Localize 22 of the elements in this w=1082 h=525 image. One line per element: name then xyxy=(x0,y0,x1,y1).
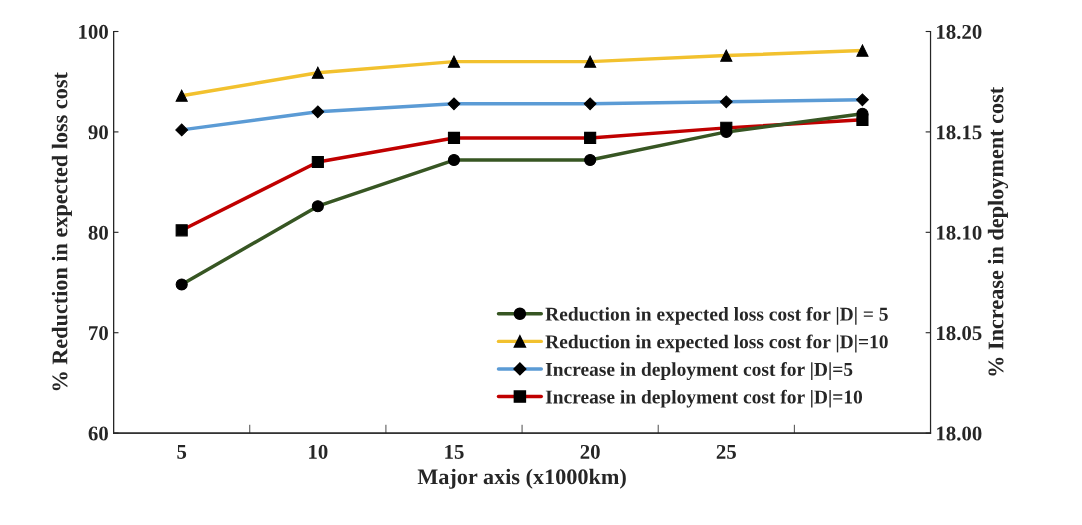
y2-tick-label: 18.10 xyxy=(937,225,982,240)
y2-tick-label: 18.20 xyxy=(937,24,982,40)
x-tick-label: 15 xyxy=(445,444,464,459)
y2-tick-label: 18.00 xyxy=(937,426,982,441)
x-tick-label: 20 xyxy=(580,444,600,459)
y2-tick-label: 18.15 xyxy=(937,125,982,140)
y2-tick-label: 18.05 xyxy=(937,326,982,341)
y2-axis-title: % Increase in deployment cost xyxy=(987,86,1009,376)
y-tick-label: 70 xyxy=(89,326,108,341)
x-tick-label: 5 xyxy=(177,445,187,459)
legend-label: Reduction in expected loss cost for |D| = 5 xyxy=(545,306,888,325)
x-axis-title: Major axis (x1000km) xyxy=(417,468,626,489)
x-tick-label: 10 xyxy=(309,444,328,459)
y-tick-label: 60 xyxy=(88,426,108,441)
y-tick-label: 100 xyxy=(79,24,108,39)
y-axis-title: % Reduction in expected loss cost xyxy=(51,72,72,391)
legend-label: Increase in deployment cost for |D|=10 xyxy=(545,389,863,408)
legend-label: Increase in deployment cost for |D|=5 xyxy=(545,362,853,380)
legend-label: Reduction in expected loss cost for |D|=10 xyxy=(545,334,888,353)
y-tick-label: 80 xyxy=(88,225,108,240)
y-tick-label: 90 xyxy=(88,125,108,140)
x-tick-label: 25 xyxy=(716,444,736,459)
